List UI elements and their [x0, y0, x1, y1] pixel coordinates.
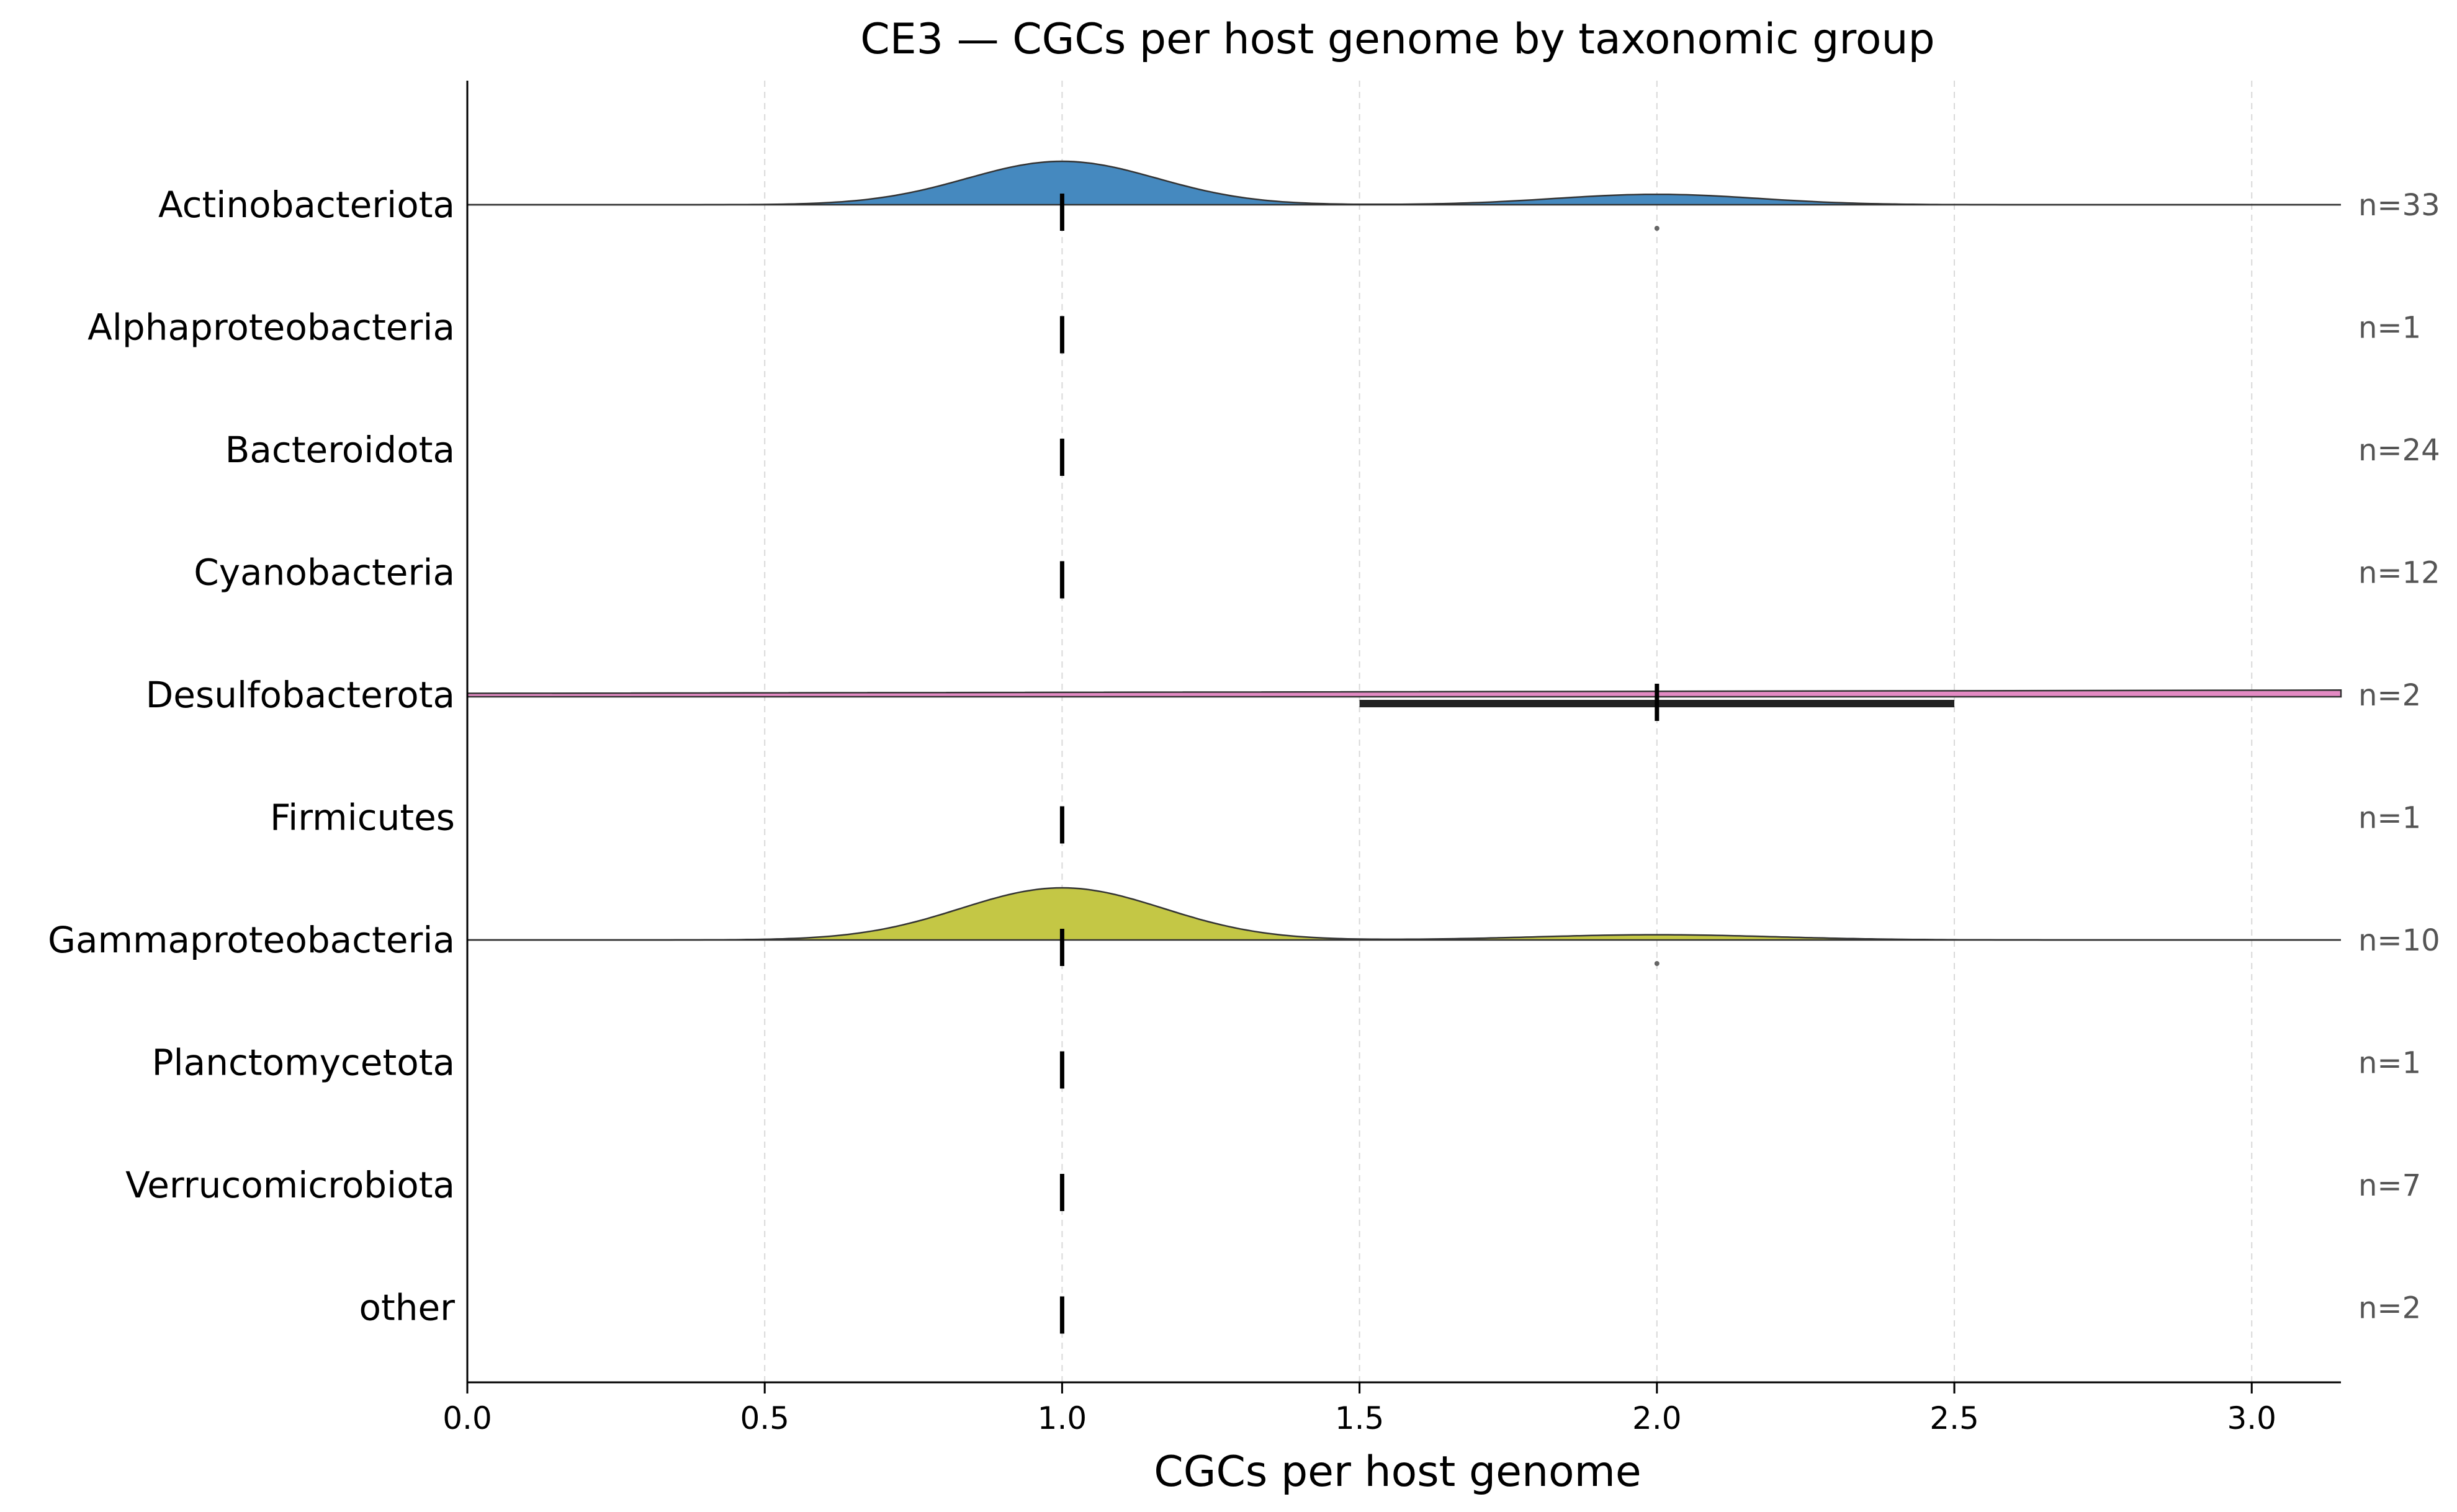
- density-outline-gammaproteobacteria: [467, 887, 2341, 941]
- category-label-firmicutes: Firmicutes: [270, 797, 455, 839]
- category-label-actinobacteriota: Actinobacteriota: [158, 184, 455, 226]
- x-tick-label-6: 3.0: [2227, 1400, 2276, 1436]
- category-label-desulfobacterota: Desulfobacterota: [146, 674, 455, 716]
- x-tick-label-3: 1.5: [1335, 1400, 1385, 1436]
- n-label-firmicutes: n=1: [2358, 801, 2421, 836]
- n-label-verrucomicrobiota: n=7: [2358, 1168, 2421, 1203]
- axes: [466, 81, 2341, 1393]
- labels: 0.0 0.5 1.0 1.5 2.0 2.5 3.0 Actinobacteriota n=3…: [48, 184, 2440, 1436]
- n-label-planctomycetota: n=1: [2358, 1046, 2421, 1081]
- x-tick-label-5: 2.5: [1929, 1400, 1979, 1436]
- category-label-cyanobacteria: Cyanobacteria: [194, 552, 455, 594]
- n-label-desulfobacterota: n=2: [2358, 678, 2421, 713]
- x-tick-label-1: 0.5: [740, 1400, 789, 1436]
- gridlines: [467, 81, 2253, 1382]
- n-label-other: n=2: [2358, 1291, 2421, 1326]
- density-band-desulfobacterota: [466, 689, 2342, 698]
- category-label-planctomycetota: Planctomycetota: [152, 1042, 455, 1084]
- category-label-bacteroidota: Bacteroidota: [225, 429, 455, 471]
- category-label-other: other: [359, 1287, 455, 1329]
- category-label-alphaproteobacteria: Alphaproteobacteria: [88, 306, 455, 349]
- n-label-bacteroidota: n=24: [2358, 433, 2440, 468]
- n-label-alphaproteobacteria: n=1: [2358, 311, 2421, 346]
- outlier-point-gammaproteobacteria-0: [1654, 961, 1660, 966]
- n-label-gammaproteobacteria: n=10: [2358, 923, 2440, 958]
- density-fill-gammaproteobacteria: [467, 888, 2341, 940]
- n-label-actinobacteriota: n=33: [2358, 188, 2440, 223]
- x-axis-label: CGCs per host genome: [1154, 1447, 1641, 1496]
- category-label-gammaproteobacteria: Gammaproteobacteria: [48, 919, 455, 961]
- category-label-verrucomicrobiota: Verrucomicrobiota: [125, 1164, 455, 1206]
- x-tick-label-2: 1.0: [1038, 1400, 1087, 1436]
- chart-title: CE3 — CGCs per host genome by taxonomic …: [860, 15, 1934, 64]
- x-tick-label-4: 2.0: [1632, 1400, 1682, 1436]
- density-fill-actinobacteriota: [467, 161, 2341, 205]
- outlier-point-actinobacteriota-0: [1654, 226, 1660, 231]
- ridges: [466, 160, 2342, 1334]
- density-outline-actinobacteriota: [467, 160, 2341, 206]
- x-tick-label-0: 0.0: [442, 1400, 492, 1436]
- n-label-cyanobacteria: n=12: [2358, 556, 2440, 591]
